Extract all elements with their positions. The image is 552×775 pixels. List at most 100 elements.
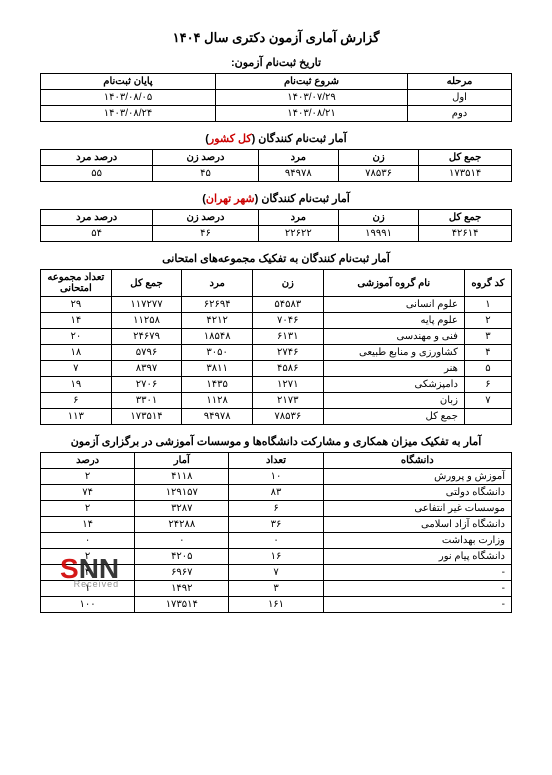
table-row: ۱علوم انسانی۵۴۵۸۳۶۲۶۹۴۱۱۷۲۷۷۲۹	[41, 297, 512, 313]
table-row: دانشگاه دولتی۸۳۱۲۹۱۵۷۷۴	[41, 485, 512, 501]
col-total: جمع کل	[419, 210, 512, 226]
cell: ۷	[41, 361, 112, 377]
cell: ۹۴۹۷۸	[258, 166, 338, 182]
table-header-row: جمع کل زن مرد درصد زن درصد مرد	[41, 150, 512, 166]
cell: ۷۴	[41, 485, 135, 501]
cell: -	[323, 581, 511, 597]
cell: ۲۰	[41, 329, 112, 345]
table-row: ۳فنی و مهندسی۶۱۳۱۱۸۵۴۸۲۴۶۷۹۲۰	[41, 329, 512, 345]
cell: ۱۴۰۳/۰۸/۲۱	[216, 106, 408, 122]
registration-dates-title: تاریخ ثبت‌نام آزمون:	[40, 56, 512, 69]
col-pct-male: درصد مرد	[41, 150, 153, 166]
cell: ۴۱۱۸	[135, 469, 229, 485]
cell: ۲۴۲۸۸	[135, 517, 229, 533]
col-pct-male: درصد مرد	[41, 210, 153, 226]
cell: ۱۹	[41, 377, 112, 393]
cell: ۰	[229, 533, 323, 549]
col-start: شروع ثبت‌نام	[216, 74, 408, 90]
cell: ۳۲۸۷	[135, 501, 229, 517]
cell: ۱۱۲۸	[182, 393, 253, 409]
cell: ۷	[464, 393, 511, 409]
cell: ۲۷۴۶	[252, 345, 323, 361]
table-row: دانشگاه آزاد اسلامی۳۶۲۴۲۸۸۱۴	[41, 517, 512, 533]
cell: ۱۷۳۵۱۴	[111, 409, 182, 425]
cell: فنی و مهندسی	[323, 329, 464, 345]
cell: ۲۴۶۷۹	[111, 329, 182, 345]
cell: ۱۸۵۴۸	[182, 329, 253, 345]
cell: ۵۵	[41, 166, 153, 182]
cell: ۲۱۷۳	[252, 393, 323, 409]
cell: علوم پایه	[323, 313, 464, 329]
table-row: -۱۶۱۱۷۳۵۱۴۱۰۰	[41, 597, 512, 613]
cell: ۵۴	[41, 226, 153, 242]
cell	[464, 409, 511, 425]
cell: ۲	[41, 469, 135, 485]
table-row: ۶دامپزشکی۱۲۷۱۱۴۳۵۲۷۰۶۱۹	[41, 377, 512, 393]
cell: هنر	[323, 361, 464, 377]
cell: ۷	[229, 565, 323, 581]
groups-table: کد گروه نام گروه آموزشی زن مرد جمع کل تع…	[40, 269, 512, 425]
table-row: اول ۱۴۰۳/۰۷/۲۹ ۱۴۰۳/۰۸/۰۵	[41, 90, 512, 106]
col-female: زن	[338, 150, 418, 166]
table-row: ۷زبان۲۱۷۳۱۱۲۸۳۳۰۱۶	[41, 393, 512, 409]
cell: وزارت بهداشت	[323, 533, 511, 549]
cell: زبان	[323, 393, 464, 409]
col-stat: آمار	[135, 453, 229, 469]
cell: ۷۸۵۳۶	[338, 166, 418, 182]
cell: ۱۴۳۵	[182, 377, 253, 393]
cell: دوم	[408, 106, 512, 122]
col-total: جمع کل	[419, 150, 512, 166]
cell: ۸۳	[229, 485, 323, 501]
cell: کشاورزی و منابع طبیعی	[323, 345, 464, 361]
col-male: مرد	[258, 150, 338, 166]
title-red: شهر تهران	[206, 193, 255, 205]
cell: دامپزشکی	[323, 377, 464, 393]
cell: ۱۲۹۱۵۷	[135, 485, 229, 501]
col-end: پایان ثبت‌نام	[41, 74, 216, 90]
report-title: گزارش آماری آزمون دکتری سال ۱۴۰۴	[40, 30, 512, 46]
cell: ۱۲۷۱	[252, 377, 323, 393]
cell: ۶۲۶۹۴	[182, 297, 253, 313]
table-row: ۴کشاورزی و منابع طبیعی۲۷۴۶۳۰۵۰۵۷۹۶۱۸	[41, 345, 512, 361]
cell: ۱۰	[229, 469, 323, 485]
watermark: SNN Received	[60, 553, 119, 589]
table-row: وزارت بهداشت۰۰۰	[41, 533, 512, 549]
title-pre: آمار ثبت‌نام کنندگان (	[255, 193, 350, 205]
table-header-row: دانشگاه تعداد آمار درصد	[41, 453, 512, 469]
cell: ۱۶۱	[229, 597, 323, 613]
col-name: نام گروه آموزشی	[323, 270, 464, 297]
cell: ۳۰۵۰	[182, 345, 253, 361]
cell: ۱۸	[41, 345, 112, 361]
cell: موسسات غیر انتفاعی	[323, 501, 511, 517]
cell: علوم انسانی	[323, 297, 464, 313]
col-univ: دانشگاه	[323, 453, 511, 469]
cell: ۱۴۰۳/۰۸/۰۵	[41, 90, 216, 106]
cell: ۱۴	[41, 517, 135, 533]
cell: ۱۴۹۲	[135, 581, 229, 597]
cell: ۲	[464, 313, 511, 329]
cell: ۱۹۹۹۱	[338, 226, 418, 242]
cell: ۳۳۰۱	[111, 393, 182, 409]
cell: ۱۴۰۳/۰۸/۲۴	[41, 106, 216, 122]
cell: ۱۱۲۵۸	[111, 313, 182, 329]
col-count: تعداد مجموعه امتحانی	[41, 270, 112, 297]
cell: ۱۱۷۲۷۷	[111, 297, 182, 313]
table-header-row: کد گروه نام گروه آموزشی زن مرد جمع کل تع…	[41, 270, 512, 297]
cell: ۲۹	[41, 297, 112, 313]
cell: ۳۶	[229, 517, 323, 533]
table-row: ۱۷۳۵۱۴ ۷۸۵۳۶ ۹۴۹۷۸ ۴۵ ۵۵	[41, 166, 512, 182]
table-row: ۲علوم پایه۷۰۴۶۴۲۱۲۱۱۲۵۸۱۴	[41, 313, 512, 329]
cell: ۴۵	[153, 166, 258, 182]
cell: ۵۴۵۸۳	[252, 297, 323, 313]
groups-title: آمار ثبت‌نام کنندگان به تفکیک مجموعه‌های…	[40, 252, 512, 265]
col-code: کد گروه	[464, 270, 511, 297]
col-count: تعداد	[229, 453, 323, 469]
cell: ۵	[464, 361, 511, 377]
cell: ۳۸۱۱	[182, 361, 253, 377]
cell: ۶	[41, 393, 112, 409]
cell: ۴۶	[153, 226, 258, 242]
cell: ۰	[135, 533, 229, 549]
cell: دانشگاه آزاد اسلامی	[323, 517, 511, 533]
national-stats-title: آمار ثبت‌نام کنندگان (کل کشور)	[40, 132, 512, 145]
cell: ۱۷۳۵۱۴	[419, 166, 512, 182]
